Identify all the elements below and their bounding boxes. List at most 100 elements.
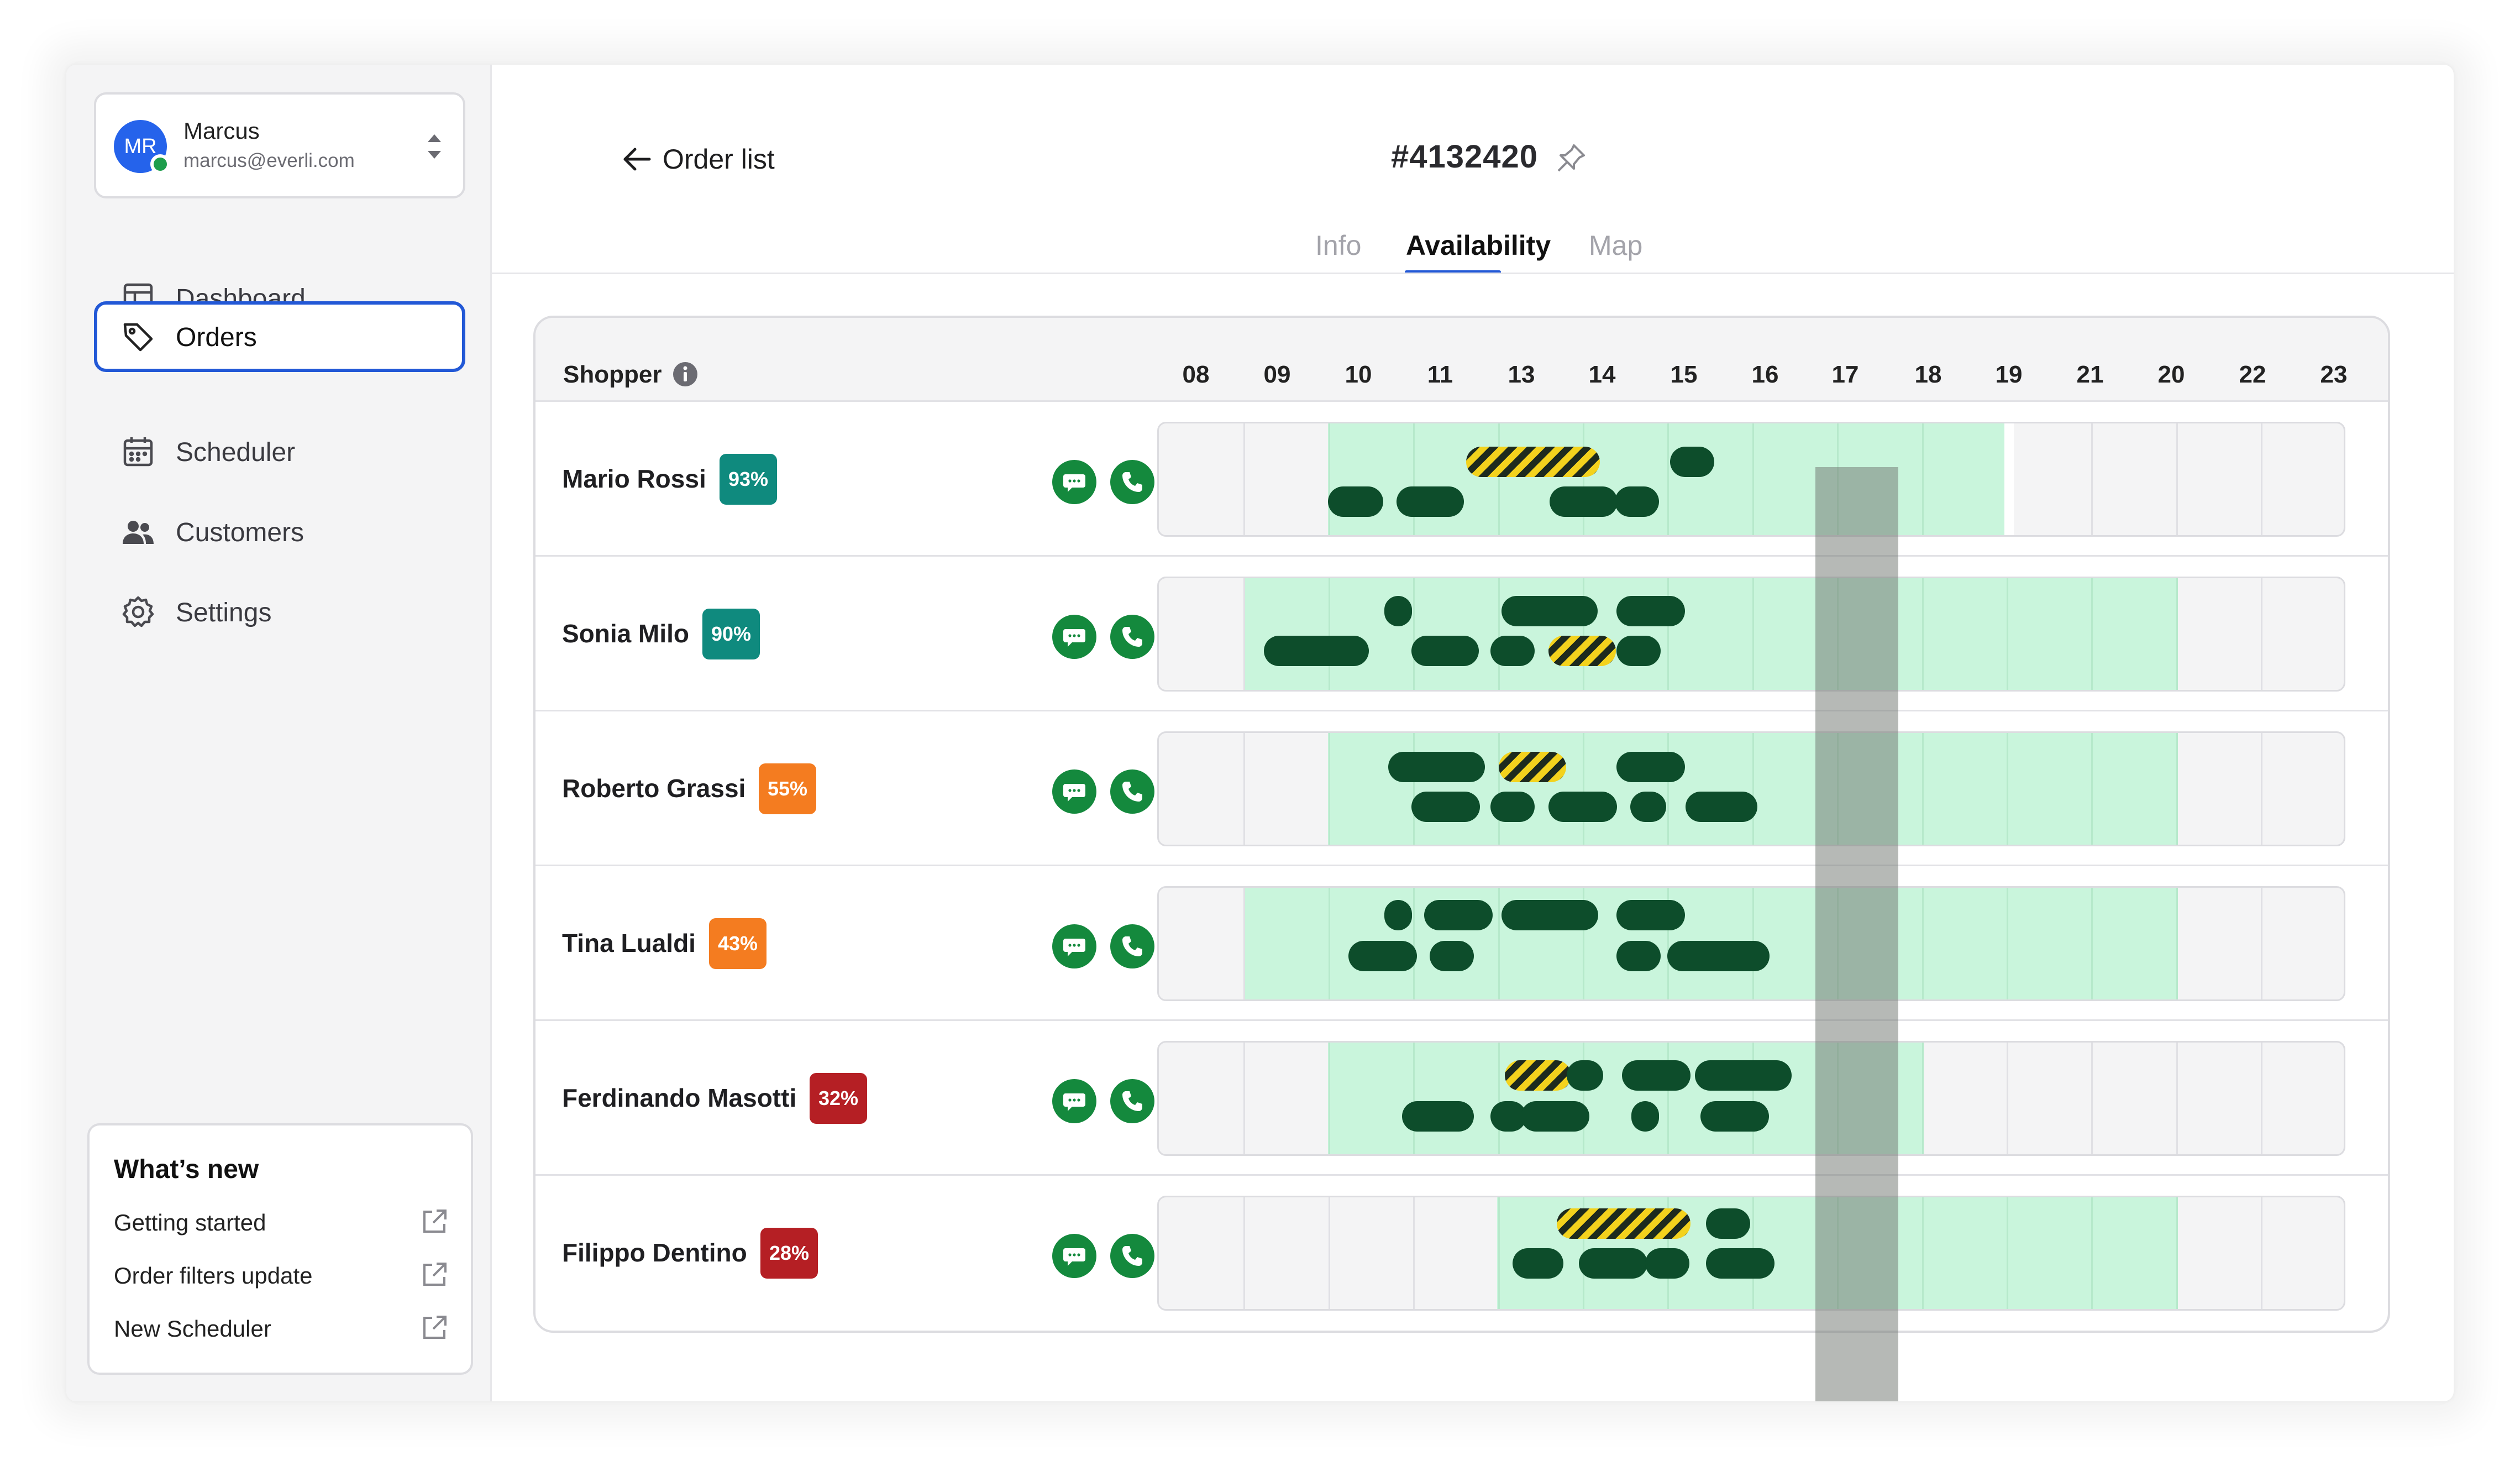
- booked-slot[interactable]: [1521, 1101, 1589, 1132]
- chat-button[interactable]: [1052, 924, 1096, 968]
- booked-slot[interactable]: [1616, 900, 1685, 930]
- chat-button[interactable]: [1052, 1234, 1096, 1278]
- availability-track[interactable]: [1157, 422, 2345, 537]
- sidebar-item-settings[interactable]: Settings: [94, 577, 465, 647]
- hour-gridline: [1413, 888, 1415, 999]
- booked-slot[interactable]: [1706, 1208, 1750, 1239]
- hour-gridline: [1922, 1043, 1924, 1154]
- shopper-row[interactable]: Tina Lualdi 43%: [536, 866, 2388, 1021]
- hour-gridline: [1413, 1043, 1415, 1154]
- booked-slot[interactable]: [1616, 636, 1661, 666]
- booked-slot[interactable]: [1264, 636, 1369, 666]
- booked-slot[interactable]: [1695, 1060, 1792, 1091]
- availability-track[interactable]: [1157, 731, 2345, 846]
- booked-slot[interactable]: [1490, 636, 1535, 666]
- booked-slot[interactable]: [1550, 486, 1618, 517]
- availability-track[interactable]: [1157, 886, 2345, 1001]
- info-icon[interactable]: [672, 361, 699, 388]
- sidebar-item-orders[interactable]: Orders: [94, 301, 465, 372]
- shopper-row[interactable]: Roberto Grassi 55%: [536, 711, 2388, 866]
- booked-slot[interactable]: [1348, 941, 1417, 971]
- booked-slot[interactable]: [1548, 792, 1617, 822]
- whats-new-link[interactable]: Order filters update: [114, 1263, 313, 1289]
- user-switcher[interactable]: MR Marcus marcus@everli.com: [94, 92, 465, 198]
- booked-slot[interactable]: [1567, 1060, 1603, 1091]
- chat-button[interactable]: [1052, 460, 1096, 504]
- sidebar-item-customers[interactable]: Customers: [94, 496, 465, 567]
- booked-slot[interactable]: [1388, 752, 1485, 782]
- booked-slot[interactable]: [1397, 486, 1464, 517]
- back-to-order-list[interactable]: Order list: [622, 140, 775, 179]
- shopper-name: Ferdinando Masotti: [562, 1083, 797, 1112]
- booked-slot[interactable]: [1490, 1101, 1526, 1132]
- call-button[interactable]: [1110, 1234, 1154, 1278]
- tab-info[interactable]: Info: [1315, 230, 1362, 261]
- availability-track[interactable]: [1157, 1196, 2345, 1311]
- conflict-booking[interactable]: [1466, 447, 1600, 477]
- booked-slot[interactable]: [1513, 1248, 1563, 1279]
- hour-gridline: [2091, 888, 2093, 999]
- booked-slot[interactable]: [1622, 1060, 1691, 1091]
- external-link-icon[interactable]: [420, 1260, 449, 1289]
- back-link-label: Order list: [663, 144, 775, 175]
- score-badge: 93%: [720, 454, 778, 505]
- sidebar-item-scheduler[interactable]: Scheduler: [94, 416, 465, 487]
- booked-slot[interactable]: [1328, 486, 1383, 517]
- booked-slot[interactable]: [1616, 596, 1685, 626]
- booked-slot[interactable]: [1579, 1248, 1647, 1279]
- chevron-up-down-icon[interactable]: [424, 129, 444, 164]
- shopper-row[interactable]: Sonia Milo 90%: [536, 557, 2388, 711]
- booked-slot[interactable]: [1490, 792, 1535, 822]
- booked-slot[interactable]: [1384, 900, 1412, 930]
- chat-button[interactable]: [1052, 1079, 1096, 1123]
- availability-track[interactable]: [1157, 577, 2345, 692]
- hour-gridline: [2091, 423, 2093, 535]
- conflict-booking[interactable]: [1548, 636, 1616, 666]
- conflict-booking[interactable]: [1499, 752, 1566, 782]
- booked-slot[interactable]: [1630, 792, 1666, 822]
- booked-slot[interactable]: [1502, 900, 1598, 930]
- booked-slot[interactable]: [1430, 941, 1474, 971]
- booked-slot[interactable]: [1631, 1101, 1659, 1132]
- external-link-icon[interactable]: [420, 1207, 449, 1236]
- booked-slot[interactable]: [1616, 752, 1685, 782]
- hour-gridline: [1498, 1197, 1500, 1309]
- booked-slot[interactable]: [1706, 1248, 1775, 1279]
- external-link-icon[interactable]: [420, 1313, 449, 1342]
- pin-icon[interactable]: [1555, 142, 1587, 174]
- call-button[interactable]: [1110, 460, 1154, 504]
- booked-slot[interactable]: [1384, 596, 1412, 626]
- shopper-row[interactable]: Mario Rossi 93%: [536, 402, 2388, 557]
- conflict-booking[interactable]: [1505, 1060, 1571, 1091]
- booked-slot[interactable]: [1645, 1248, 1689, 1279]
- shopper-row[interactable]: Ferdinando Masotti 32%: [536, 1021, 2388, 1176]
- whats-new-link[interactable]: New Scheduler: [114, 1316, 271, 1342]
- booked-slot[interactable]: [1424, 900, 1493, 930]
- tab-availability[interactable]: Availability: [1406, 230, 1551, 261]
- chat-button[interactable]: [1052, 615, 1096, 659]
- booked-slot[interactable]: [1502, 596, 1598, 626]
- chat-button[interactable]: [1052, 769, 1096, 814]
- tab-map[interactable]: Map: [1589, 230, 1643, 261]
- hour-gridline: [1243, 733, 1245, 845]
- booked-slot[interactable]: [1616, 941, 1661, 971]
- whats-new-link[interactable]: Getting started: [114, 1210, 266, 1235]
- hour-label: 10: [1345, 361, 1372, 388]
- call-button[interactable]: [1110, 769, 1154, 814]
- booked-slot[interactable]: [1411, 792, 1480, 822]
- booked-slot[interactable]: [1411, 636, 1479, 666]
- chat-icon: [1063, 939, 1085, 956]
- availability-track[interactable]: [1157, 1041, 2345, 1156]
- call-button[interactable]: [1110, 924, 1154, 968]
- call-button[interactable]: [1110, 1079, 1154, 1123]
- booked-slot[interactable]: [1667, 941, 1770, 971]
- call-button[interactable]: [1110, 615, 1154, 659]
- booked-slot[interactable]: [1670, 447, 1714, 477]
- booked-slot[interactable]: [1700, 1101, 1769, 1132]
- chat-icon: [1063, 1248, 1085, 1266]
- shopper-row[interactable]: Filippo Dentino 28%: [536, 1176, 2388, 1331]
- conflict-booking[interactable]: [1557, 1208, 1691, 1239]
- booked-slot[interactable]: [1615, 486, 1659, 517]
- booked-slot[interactable]: [1686, 792, 1757, 822]
- booked-slot[interactable]: [1402, 1101, 1474, 1132]
